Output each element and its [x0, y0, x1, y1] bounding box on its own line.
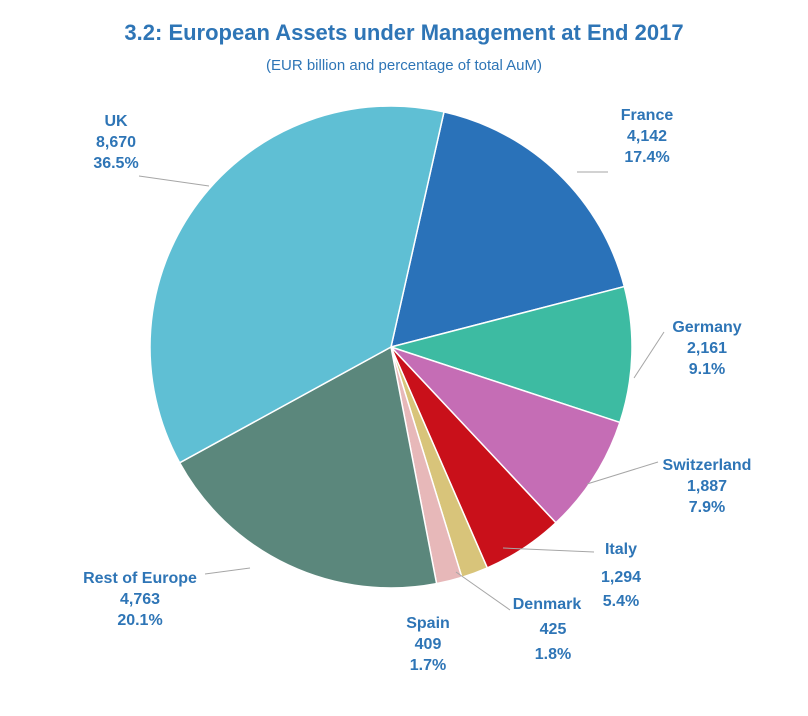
leader-lines: [138, 171, 665, 611]
pie-slice-uk: [149, 105, 445, 464]
leader-line-italy: [502, 547, 595, 553]
label-percent-switzerland: 7.9%: [689, 499, 725, 516]
leader-line-uk: [138, 175, 210, 187]
leader-line-rest-of-europe: [204, 567, 251, 575]
label-percent-germany: 9.1%: [689, 361, 725, 378]
label-name-denmark: Denmark: [513, 596, 582, 613]
pie-slice-switzerland: [390, 346, 621, 524]
chart-title: 3.2: European Assets under Management at…: [124, 20, 683, 45]
label-percent-france: 17.4%: [624, 149, 669, 166]
chart-subtitle: (EUR billion and percentage of total AuM…: [266, 57, 542, 74]
leader-line-switzerland: [586, 461, 659, 485]
label-value-denmark: 425: [540, 621, 567, 638]
label-value-italy: 1,294: [601, 569, 641, 586]
label-percent-uk: 36.5%: [93, 155, 138, 172]
label-value-switzerland: 1,887: [687, 478, 727, 495]
pie-slice-rest-of-europe: [178, 345, 438, 589]
label-name-germany: Germany: [672, 319, 741, 336]
label-name-switzerland: Switzerland: [663, 457, 752, 474]
leader-line-denmark: [455, 571, 511, 611]
label-value-france: 4,142: [627, 128, 667, 145]
label-value-rest-of-europe: 4,763: [120, 591, 160, 608]
label-percent-spain: 1.7%: [410, 657, 446, 674]
label-value-uk: 8,670: [96, 134, 136, 151]
leader-line-germany: [633, 331, 665, 379]
label-value-spain: 409: [415, 636, 442, 653]
label-percent-denmark: 1.8%: [535, 646, 571, 663]
slice-labels: France 4,142 17.4% Germany 2,161 9.1% Switzerl…: [83, 107, 751, 674]
label-name-italy: Italy: [605, 541, 637, 558]
label-name-france: France: [621, 107, 674, 124]
label-percent-italy: 5.4%: [603, 593, 639, 610]
label-name-rest-of-europe: Rest of Europe: [83, 570, 197, 587]
pie-slice-france: [389, 111, 626, 349]
pie-slices: [149, 105, 633, 589]
label-percent-rest-of-europe: 20.1%: [117, 612, 162, 629]
label-name-uk: UK: [104, 113, 128, 130]
label-name-spain: Spain: [406, 615, 450, 632]
label-value-germany: 2,161: [687, 340, 727, 357]
pie-slice-germany: [388, 285, 633, 424]
